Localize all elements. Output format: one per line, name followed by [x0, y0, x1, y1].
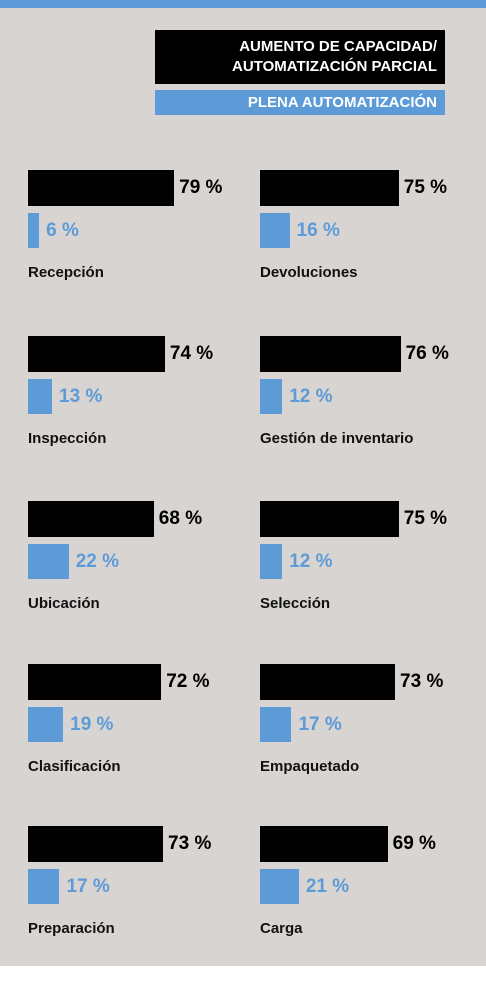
bar: [260, 213, 290, 248]
value-label: 74 %: [169, 343, 214, 364]
category-label: Preparación: [28, 920, 115, 937]
bar: [260, 544, 283, 579]
category-label: Ubicación: [28, 595, 100, 612]
category-label: Recepción: [28, 264, 104, 281]
bar: [260, 826, 388, 862]
value-label: 12 %: [289, 386, 333, 407]
bar: [28, 707, 64, 742]
value-label: 17 %: [298, 714, 342, 735]
bar: [28, 379, 53, 414]
value-label: 12 %: [289, 551, 333, 572]
value-label: 73 %: [400, 671, 444, 692]
bar: [28, 501, 154, 537]
bar: [260, 336, 401, 372]
bar: [28, 869, 60, 904]
bar: [28, 664, 162, 700]
bar: [28, 826, 164, 862]
bar: [260, 664, 396, 700]
category-label: Inspección: [28, 430, 107, 447]
value-label: 75 %: [403, 508, 448, 529]
legend-entry: AUMENTO DE CAPACIDAD/ AUTOMATIZACIÓN PAR…: [155, 30, 445, 84]
bar: [260, 707, 292, 742]
value-label: 68 %: [158, 508, 203, 529]
value-label: 6 %: [46, 220, 79, 241]
value-label: 79 %: [179, 177, 223, 198]
value-label: 72 %: [166, 671, 210, 692]
value-label: 19 %: [70, 714, 114, 735]
category-label: Clasificación: [28, 758, 121, 775]
bar: [28, 170, 175, 206]
category-label: Empaquetado: [260, 758, 360, 775]
value-label: 21 %: [305, 876, 350, 897]
value-label: 17 %: [66, 876, 110, 897]
bar: [28, 544, 69, 579]
bar: [28, 336, 165, 372]
value-label: 13 %: [59, 386, 103, 407]
category-label: Selección: [260, 595, 331, 612]
top-strip: [0, 0, 486, 8]
value-label: 75 %: [403, 177, 448, 198]
bar: [260, 869, 299, 904]
value-label: 22 %: [75, 551, 119, 572]
value-label: 76 %: [405, 343, 449, 364]
value-label: 69 %: [392, 833, 436, 854]
category-label: Carga: [260, 920, 303, 937]
bar: [260, 379, 283, 414]
category-label: Devoluciones: [260, 264, 358, 281]
legend-entry: PLENA AUTOMATIZACIÓN: [155, 90, 445, 115]
bar: [260, 501, 399, 537]
bar: [28, 213, 40, 248]
category-label: Gestión de inventario: [260, 430, 414, 447]
value-label: 16 %: [296, 220, 340, 241]
value-label: 73 %: [168, 833, 212, 854]
bar: [260, 170, 399, 206]
